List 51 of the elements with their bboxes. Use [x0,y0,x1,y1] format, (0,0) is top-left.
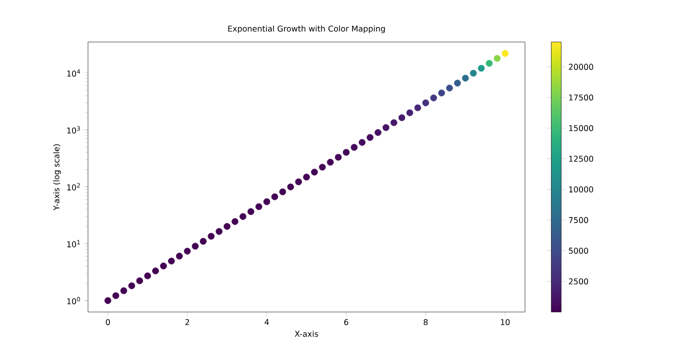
point [128,282,136,290]
point [398,114,406,122]
point [247,208,254,215]
point [216,228,222,235]
point [184,248,191,255]
point [326,158,334,166]
point [311,168,318,176]
point [271,193,278,200]
point [430,94,438,102]
point [263,198,270,206]
point [422,99,430,106]
point [414,104,422,112]
point [287,184,294,190]
point [470,70,477,77]
point [502,50,509,57]
point [478,64,485,72]
point [279,188,286,196]
point [303,174,310,180]
point [168,258,175,264]
point [200,238,207,245]
point [224,223,230,230]
point [494,55,501,62]
point [160,262,167,270]
point [366,134,374,141]
point [255,203,262,210]
point [382,124,390,131]
point [104,297,112,304]
point [446,84,453,92]
point [152,268,159,274]
point [240,213,246,220]
point [390,119,398,126]
point [350,144,358,151]
point [462,74,469,82]
point [486,60,493,67]
point [342,148,350,156]
point [176,252,183,260]
point [144,272,151,280]
point [358,139,366,146]
point [136,277,144,284]
point [295,178,302,186]
point [454,80,461,86]
point [438,90,445,96]
point [232,218,238,225]
point [120,287,128,294]
point [319,164,326,171]
point [192,242,199,250]
point [374,129,382,136]
point [208,232,215,240]
point [112,292,120,300]
point [406,109,414,116]
point [334,154,342,161]
